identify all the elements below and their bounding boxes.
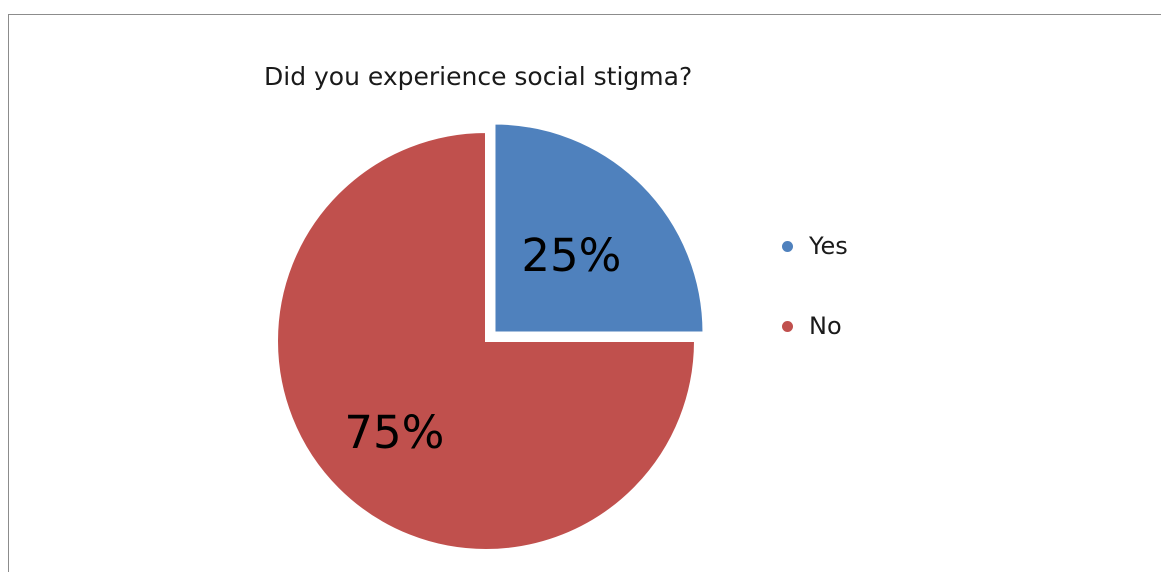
legend-label-yes: Yes [809, 232, 848, 260]
legend-item-no: No [782, 308, 848, 344]
pie-slice-no [276, 130, 697, 551]
pie-slice-yes [493, 122, 705, 334]
chart-title: Did you experience social stigma? [264, 62, 693, 91]
data-label-no: 75% [344, 406, 444, 459]
legend-swatch-no [782, 320, 793, 332]
legend-swatch-yes [782, 240, 793, 252]
data-label-yes: 25% [521, 229, 621, 282]
chart-frame [8, 14, 1161, 572]
legend-item-yes: Yes [782, 228, 848, 264]
legend: Yes No [782, 228, 848, 388]
legend-label-no: No [809, 312, 842, 340]
